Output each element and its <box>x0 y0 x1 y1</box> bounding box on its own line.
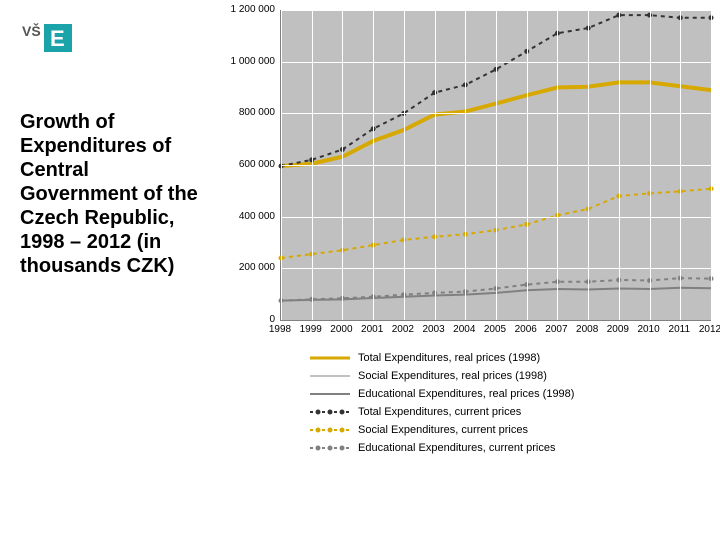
x-tick-label: 2003 <box>419 324 449 335</box>
x-tick-label: 2009 <box>603 324 633 335</box>
x-tick-label: 2004 <box>449 324 479 335</box>
x-tick-label: 2012 <box>695 324 720 335</box>
gridline-h <box>281 165 711 166</box>
legend-label: Educational Expenditures, current prices <box>358 442 556 454</box>
plot-area <box>280 10 711 321</box>
x-tick-label: 2010 <box>634 324 664 335</box>
y-tick-label: 600 000 <box>220 159 275 170</box>
x-tick-label: 2007 <box>541 324 571 335</box>
gridline-h <box>281 268 711 269</box>
slide-root: VŠ E Growth of Expenditures of Central G… <box>0 0 720 540</box>
svg-text:VŠ: VŠ <box>22 22 41 39</box>
legend-swatch <box>310 387 350 401</box>
x-tick-label: 2006 <box>511 324 541 335</box>
x-tick-label: 2001 <box>357 324 387 335</box>
legend-swatch <box>310 405 350 419</box>
svg-text:E: E <box>50 26 65 51</box>
gridline-v <box>711 10 712 320</box>
legend-item-total_real: Total Expenditures, real prices (1998) <box>310 350 574 366</box>
y-tick-label: 200 000 <box>220 262 275 273</box>
y-tick-label: 1 000 000 <box>220 56 275 67</box>
y-tick-label: 1 200 000 <box>220 4 275 15</box>
vse-logo: VŠ E <box>22 22 74 54</box>
x-tick-label: 1998 <box>265 324 295 335</box>
legend-item-social_real: Social Expenditures, real prices (1998) <box>310 368 574 384</box>
legend-swatch <box>310 369 350 383</box>
legend-item-edu_real: Educational Expenditures, real prices (1… <box>310 386 574 402</box>
legend-label: Social Expenditures, current prices <box>358 424 528 436</box>
y-tick-label: 800 000 <box>220 107 275 118</box>
legend-label: Educational Expenditures, real prices (1… <box>358 388 574 400</box>
gridline-h <box>281 113 711 114</box>
x-tick-label: 2000 <box>326 324 356 335</box>
legend-label: Social Expenditures, real prices (1998) <box>358 370 547 382</box>
x-tick-label: 1999 <box>296 324 326 335</box>
y-tick-label: 400 000 <box>220 211 275 222</box>
x-tick-label: 2005 <box>480 324 510 335</box>
slide-title: Growth of Expenditures of Central Govern… <box>20 110 210 278</box>
chart-container: 1998199920002001200220032004200520062007… <box>220 10 710 340</box>
legend-item-edu_current: Educational Expenditures, current prices <box>310 440 574 456</box>
gridline-h <box>281 62 711 63</box>
legend-label: Total Expenditures, real prices (1998) <box>358 352 540 364</box>
gridline-h <box>281 10 711 11</box>
gridline-h <box>281 217 711 218</box>
legend-swatch <box>310 351 350 365</box>
legend-swatch <box>310 441 350 455</box>
legend: Total Expenditures, real prices (1998) So… <box>310 350 574 458</box>
legend-item-total_current: Total Expenditures, current prices <box>310 404 574 420</box>
y-tick-label: 0 <box>220 314 275 325</box>
legend-label: Total Expenditures, current prices <box>358 406 521 418</box>
x-tick-label: 2008 <box>572 324 602 335</box>
legend-item-social_current: Social Expenditures, current prices <box>310 422 574 438</box>
x-tick-label: 2002 <box>388 324 418 335</box>
x-tick-label: 2011 <box>664 324 694 335</box>
legend-swatch <box>310 423 350 437</box>
